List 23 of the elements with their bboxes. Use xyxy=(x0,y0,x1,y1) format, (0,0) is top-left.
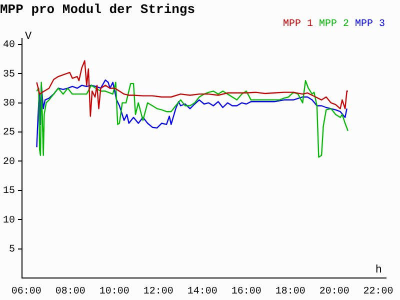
text: MPP 2 xyxy=(318,19,350,30)
y-axis-title: V xyxy=(25,31,32,44)
x-tick-label: 16:00 xyxy=(231,286,262,298)
x-tick-label: 14:00 xyxy=(187,286,218,298)
text: MPP 3 xyxy=(354,19,386,30)
y-tick-label: 30 xyxy=(2,98,15,110)
y-tick-label: 40 xyxy=(2,40,15,52)
x-tick-label: 08:00 xyxy=(55,286,86,298)
y-tick-label: 20 xyxy=(2,156,15,168)
chart-title: MPP pro Modul der Strings xyxy=(0,2,196,18)
x-tick-label: 06:00 xyxy=(11,286,42,298)
y-tick-label: 25 xyxy=(2,128,15,139)
x-tick-label: 12:00 xyxy=(143,286,174,298)
x-tick-label: 18:00 xyxy=(275,286,306,298)
x-tick-label: 10:00 xyxy=(99,286,130,298)
x-tick-label: 22:00 xyxy=(363,286,394,298)
y-tick-label: 35 xyxy=(2,69,15,80)
y-tick-label: 10 xyxy=(2,215,15,226)
x-axis-title: h xyxy=(375,264,382,276)
x-tick-label: 20:00 xyxy=(319,286,350,298)
y-tick-label: 5 xyxy=(8,244,15,256)
y-tick-label: 15 xyxy=(2,186,15,198)
text: MPP 1 xyxy=(282,19,313,30)
